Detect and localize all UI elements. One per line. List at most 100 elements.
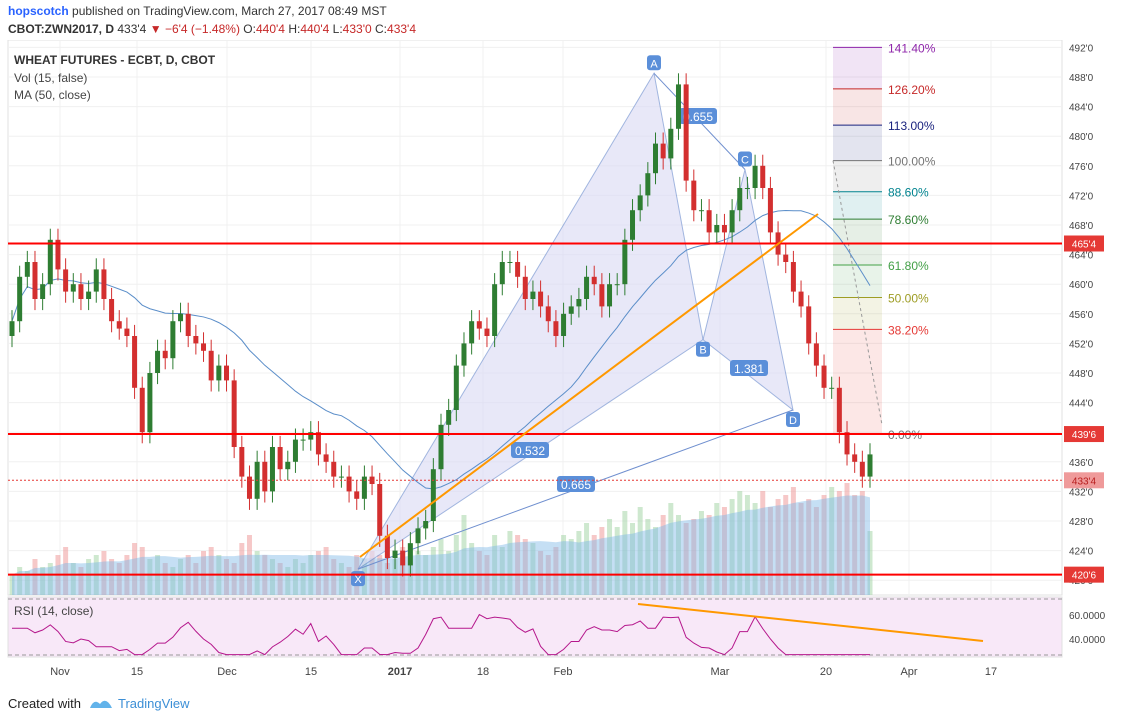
- price-tick-label: 488'0: [1069, 73, 1094, 84]
- candle-down: [63, 269, 69, 292]
- candle-down: [315, 432, 321, 455]
- candle-down: [201, 343, 207, 351]
- candle-down: [706, 210, 712, 233]
- volume-bar: [576, 531, 582, 595]
- volume-bar: [239, 543, 245, 595]
- price-tick-label: 480'0: [1069, 132, 1094, 143]
- rsi-trendline[interactable]: [637, 603, 984, 642]
- volume-bar: [9, 575, 15, 595]
- candle-down: [162, 350, 168, 359]
- candle-down: [32, 262, 38, 299]
- candle-down: [683, 84, 689, 181]
- volume-bar: [584, 523, 590, 595]
- volume-bar: [568, 539, 574, 595]
- candle-up: [300, 439, 306, 441]
- candle-down: [660, 143, 666, 159]
- price-level-tag-label: 439'6: [1072, 430, 1097, 441]
- volume-bar: [170, 567, 176, 595]
- fib-level-label: 100.00%: [888, 155, 936, 169]
- time-tick-label: Mar: [711, 666, 730, 678]
- price-level-tag-label: 465'4: [1072, 240, 1097, 251]
- volume-bar: [683, 523, 689, 595]
- symbol-interval[interactable]: CBOT:ZWN2017, D: [8, 22, 115, 36]
- legend-rsi[interactable]: RSI (14, close): [14, 604, 94, 618]
- candle-up: [737, 188, 743, 211]
- pattern-point-label: B: [699, 345, 706, 357]
- volume-bar: [292, 559, 298, 595]
- tradingview-logo-icon[interactable]: [88, 694, 114, 714]
- trendline[interactable]: [359, 213, 819, 558]
- volume-bar: [729, 499, 735, 595]
- volume-bar: [829, 487, 835, 595]
- volume-bar: [476, 551, 482, 595]
- candle-down: [116, 321, 122, 329]
- candle-down: [101, 269, 107, 299]
- price-level-tag: [1064, 426, 1104, 443]
- volume-bar: [538, 551, 544, 595]
- legend-ma[interactable]: MA (50, close): [14, 88, 91, 102]
- candle-up: [752, 165, 758, 188]
- pattern-point-label: X: [354, 574, 362, 586]
- candle-down: [323, 454, 329, 462]
- candle-up: [308, 432, 314, 440]
- candle-down: [384, 535, 390, 558]
- candle-up: [453, 365, 459, 410]
- last-price-tag: [1064, 472, 1104, 489]
- legend-volume[interactable]: Vol (15, false): [14, 71, 88, 85]
- candle-up: [285, 461, 291, 470]
- candle-down: [331, 461, 337, 477]
- price-tick-label: 468'0: [1069, 221, 1094, 232]
- candle-down: [515, 262, 521, 277]
- symbol-info: CBOT:ZWN2017, D 433'4 ▼ −6'4 (−1.48%) O:…: [8, 22, 416, 36]
- time-axis[interactable]: Nov 15 Dec 15 2017 18 Feb Mar 20 Apr 17: [50, 666, 997, 678]
- price-axis[interactable]: 420'0424'0428'0432'0436'0440'0444'0448'0…: [1069, 43, 1094, 587]
- candle-down: [346, 476, 352, 492]
- price-levels: [8, 242, 1062, 576]
- candle-down: [484, 328, 490, 336]
- price-chart[interactable]: 141.40% 126.20% 113.00% 100.00% 88.60% 78.60%…: [0, 40, 1125, 690]
- candle-up: [9, 321, 15, 336]
- volume-bar: [300, 563, 306, 595]
- candle-up: [675, 84, 681, 129]
- author-link[interactable]: hopscotch: [8, 4, 69, 18]
- price-tick-label: 432'0: [1069, 487, 1094, 498]
- candle-up: [637, 195, 643, 211]
- price-tick-label: 444'0: [1069, 399, 1094, 410]
- tradingview-brand-link[interactable]: TradingView: [118, 696, 190, 711]
- candle-up: [614, 284, 620, 286]
- pattern-point-label: A: [650, 58, 658, 70]
- candle-up: [622, 239, 628, 285]
- candle-up: [507, 262, 513, 263]
- candle-down: [185, 313, 191, 336]
- candle-down: [798, 291, 804, 307]
- candle-up: [469, 321, 475, 344]
- pattern-point-badge: [786, 412, 800, 427]
- volume-bar: [698, 511, 704, 595]
- legend-title[interactable]: WHEAT FUTURES - ECBT, D, CBOT: [14, 53, 216, 67]
- candle-up: [93, 269, 99, 292]
- candle-down: [78, 284, 84, 299]
- volume-bar: [499, 547, 505, 595]
- volume-ma-area: [12, 495, 870, 595]
- price-change: −6'4 (−1.48%): [164, 22, 240, 36]
- candle-up: [729, 210, 735, 233]
- ma-line: [11, 209, 871, 490]
- volume-bar: [315, 551, 321, 595]
- price-tick-label: 456'0: [1069, 310, 1094, 321]
- volume-bar: [101, 551, 107, 595]
- candle-down: [231, 380, 237, 447]
- volume-bar: [201, 551, 207, 595]
- rsi-axis: 60.0000 40.0000: [1069, 611, 1106, 646]
- candle-up: [147, 373, 153, 433]
- volume-bar: [277, 563, 283, 595]
- volume-bar: [852, 495, 858, 595]
- volume-bar: [24, 571, 30, 595]
- fib-level-label: 113.00%: [888, 119, 935, 133]
- volume-bar: [32, 559, 38, 595]
- price-tick-label: 448'0: [1069, 369, 1094, 380]
- candle-down: [522, 276, 528, 299]
- fib-level-label: 78.60%: [888, 213, 929, 227]
- pattern-point-badge: [738, 151, 752, 167]
- ratio-label: 0.532: [515, 444, 545, 458]
- volume-bar: [691, 519, 697, 595]
